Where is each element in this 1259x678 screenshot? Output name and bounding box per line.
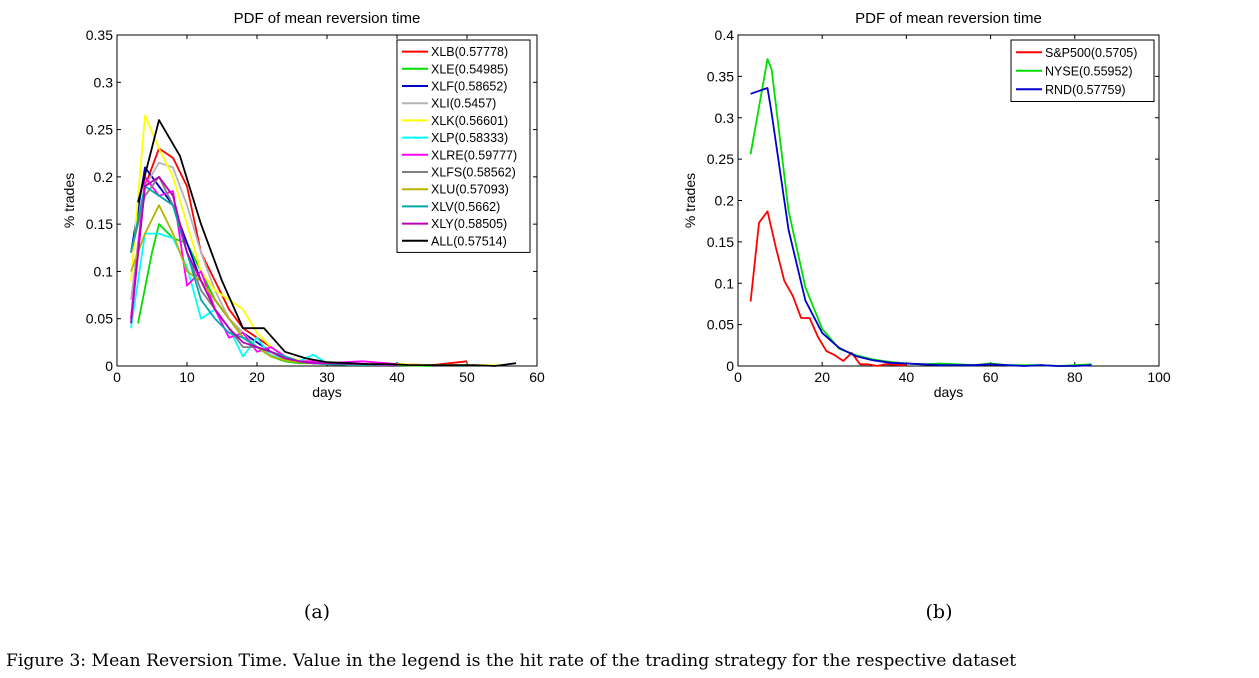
series-line (130, 232, 398, 366)
legend-label: XLFS(0.58562) (431, 166, 516, 180)
y-tick-label: 0.05 (86, 311, 113, 327)
x-tick-label: 10 (179, 369, 195, 385)
x-tick-label: 20 (814, 369, 830, 385)
legend-label: RND(0.57759) (1045, 83, 1126, 97)
series-line (137, 223, 433, 367)
legend-label: XLB(0.57778) (431, 45, 508, 59)
y-tick-label: 0.25 (707, 151, 734, 167)
legend-label: XLY(0.58505) (431, 217, 507, 231)
legend-label: XLF(0.58652) (431, 80, 507, 94)
y-axis-label-b: % trades (682, 173, 698, 228)
x-tick-label: 60 (983, 369, 999, 385)
series-line (130, 175, 398, 366)
figure-caption: Figure 3: Mean Reversion Time. Value in … (6, 651, 1017, 671)
series-line (130, 175, 398, 365)
y-tick-label: 0.1 (715, 275, 735, 291)
y-axis-label-a: % trades (61, 173, 77, 228)
y-tick-label: 0.15 (86, 216, 113, 232)
y-tick-label: 0.15 (707, 234, 734, 250)
y-tick-label: 0.2 (94, 169, 114, 185)
series-line (137, 119, 517, 367)
series-line (750, 87, 1092, 367)
series-line (130, 175, 397, 367)
legend-label: ALL(0.57514) (431, 234, 507, 248)
y-tick-label: 0.3 (94, 74, 114, 90)
charts-svg: 0 10 20 30 40 50 60 0 0.05 0.1 0.15 0.2 0.25 0.3 0.35 P… (61, 10, 1171, 400)
y-tick-label: 0.05 (707, 317, 734, 333)
y-tick-label: 0.25 (86, 122, 113, 138)
x-tick-label: 100 (1147, 369, 1171, 385)
x-axis-label-b: days (934, 384, 964, 400)
x-tick-label: 40 (899, 369, 915, 385)
legend-label: XLU(0.57093) (431, 183, 509, 197)
x-tick-label: 0 (734, 369, 742, 385)
y-tick-label: 0.35 (707, 68, 734, 84)
x-tick-label: 50 (459, 369, 475, 385)
series-line (749, 210, 907, 367)
y-tick-label: 0 (726, 358, 734, 374)
subfigure-label-b: (b) (925, 601, 953, 623)
x-tick-label: 20 (249, 369, 265, 385)
series-line (749, 58, 1092, 367)
y-tick-label: 0.1 (94, 263, 114, 279)
x-tick-label: 30 (319, 369, 335, 385)
chart-title-b: PDF of mean reversion time (855, 10, 1042, 27)
legend-label: XLK(0.56601) (431, 114, 508, 128)
subfigure-label-a: (a) (303, 601, 331, 623)
legend-box-a (396, 39, 531, 253)
series-line (130, 166, 397, 367)
y-tick-label: 0.4 (715, 27, 735, 43)
x-tick-label: 60 (529, 369, 545, 385)
y-tick-label: 0.35 (86, 27, 113, 43)
legend-label: S&P500(0.5705) (1045, 46, 1137, 60)
legend-label: XLP(0.58333) (431, 131, 508, 145)
chart-title-a: PDF of mean reversion time (234, 10, 421, 27)
x-axis-label-a: days (312, 384, 342, 400)
x-tick-label: 0 (113, 369, 121, 385)
legend-label: XLI(0.5457) (431, 97, 496, 111)
x-tick-label: 80 (1067, 369, 1083, 385)
legend-label: XLE(0.54985) (431, 62, 508, 76)
legend-label: XLRE(0.59777) (431, 148, 517, 162)
y-tick-label: 0 (105, 358, 113, 374)
legend-label: NYSE(0.55952) (1045, 64, 1133, 78)
legend-label: XLV(0.5662) (431, 200, 500, 214)
y-tick-label: 0.3 (715, 110, 735, 126)
series-line (130, 185, 397, 367)
x-tick-label: 40 (389, 369, 405, 385)
y-tick-label: 0.2 (715, 193, 735, 209)
